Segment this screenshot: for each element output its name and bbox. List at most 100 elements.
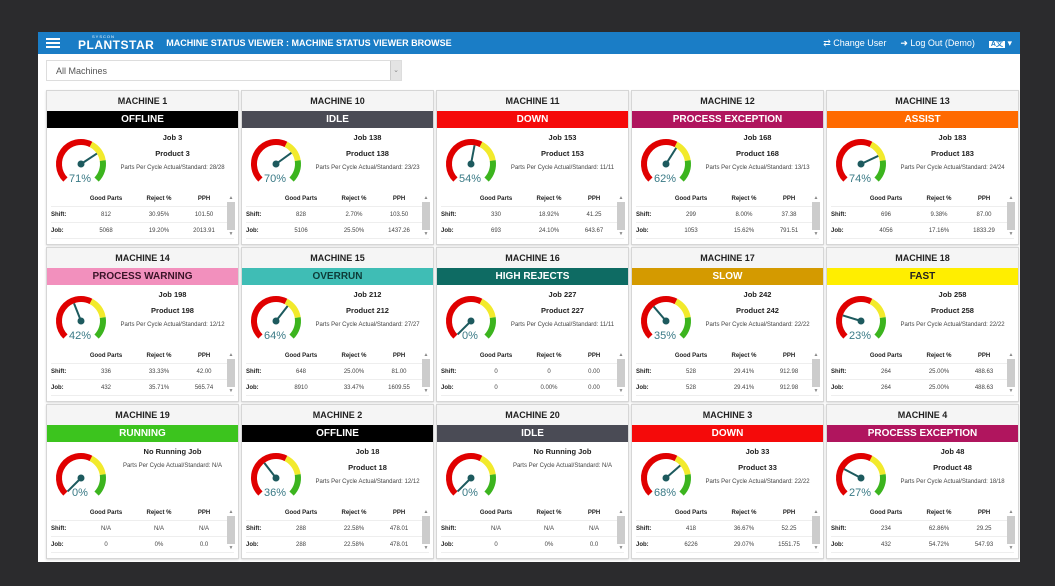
gauge-yellow-zone — [674, 455, 691, 476]
scroll-up-icon[interactable]: ▲ — [618, 509, 624, 515]
efficiency-gauge — [251, 296, 301, 339]
scroll-thumb[interactable] — [227, 359, 235, 387]
scroll-up-icon[interactable]: ▲ — [228, 509, 234, 515]
table-scrollbar[interactable]: ▲ ▼ — [1007, 509, 1015, 555]
job-label: Job 183 — [938, 133, 967, 142]
menu-icon[interactable] — [46, 38, 60, 48]
cell: 0 — [494, 368, 498, 375]
scroll-up-icon[interactable]: ▲ — [1008, 195, 1014, 201]
scroll-thumb[interactable] — [617, 516, 625, 544]
scroll-thumb[interactable] — [812, 516, 820, 544]
table-scrollbar[interactable]: ▲ ▼ — [812, 195, 820, 241]
change-user-button[interactable]: ⇄ Change User — [823, 38, 886, 49]
table-row: Job: 5106 25.50% 1437.26 — [246, 223, 429, 239]
machine-card[interactable]: MACHINE 14 PROCESS WARNING 42% Job 198 P… — [46, 247, 239, 402]
scroll-up-icon[interactable]: ▲ — [228, 352, 234, 358]
table-scrollbar[interactable]: ▲ ▼ — [617, 352, 625, 398]
table-scrollbar[interactable]: ▲ ▼ — [422, 352, 430, 398]
scroll-down-icon[interactable]: ▼ — [1008, 545, 1014, 551]
scroll-down-icon[interactable]: ▼ — [423, 388, 429, 394]
status-banner: DOWN — [437, 111, 628, 128]
scroll-down-icon[interactable]: ▼ — [1008, 388, 1014, 394]
table-scrollbar[interactable]: ▲ ▼ — [812, 352, 820, 398]
table-scrollbar[interactable]: ▲ ▼ — [227, 195, 235, 241]
machine-card[interactable]: MACHINE 17 SLOW 35% Job 242 Product 242 … — [631, 247, 824, 402]
machine-card[interactable]: MACHINE 20 IDLE 0% No Running Job Parts … — [436, 404, 629, 559]
scroll-thumb[interactable] — [617, 359, 625, 387]
scroll-thumb[interactable] — [227, 202, 235, 230]
cell: 478.01 — [389, 525, 409, 532]
scroll-down-icon[interactable]: ▼ — [813, 231, 819, 237]
scroll-up-icon[interactable]: ▲ — [813, 509, 819, 515]
product-label: Product 153 — [541, 149, 584, 158]
table-scrollbar[interactable]: ▲ ▼ — [617, 195, 625, 241]
scroll-thumb[interactable] — [1007, 202, 1015, 230]
scroll-down-icon[interactable]: ▼ — [1008, 231, 1014, 237]
table-scrollbar[interactable]: ▲ ▼ — [1007, 195, 1015, 241]
scroll-down-icon[interactable]: ▼ — [618, 545, 624, 551]
scroll-thumb[interactable] — [617, 202, 625, 230]
machine-card[interactable]: MACHINE 1 OFFLINE 71% Job 3 Product 3 Pa… — [46, 90, 239, 245]
efficiency-gauge — [56, 296, 106, 339]
scroll-down-icon[interactable]: ▼ — [228, 388, 234, 394]
table-scrollbar[interactable]: ▲ ▼ — [617, 509, 625, 555]
job-label: Job 153 — [548, 133, 577, 142]
efficiency-percent: 64% — [263, 330, 287, 342]
change-user-label: Change User — [833, 37, 887, 48]
machine-card[interactable]: MACHINE 15 OVERRUN 64% Job 212 Product 2… — [241, 247, 434, 402]
scroll-thumb[interactable] — [1007, 359, 1015, 387]
scroll-down-icon[interactable]: ▼ — [423, 545, 429, 551]
scroll-down-icon[interactable]: ▼ — [813, 545, 819, 551]
scroll-thumb[interactable] — [422, 516, 430, 544]
table-scrollbar[interactable]: ▲ ▼ — [422, 195, 430, 241]
scroll-down-icon[interactable]: ▼ — [618, 388, 624, 394]
machine-card[interactable]: MACHINE 19 RUNNING 0% No Running Job Par… — [46, 404, 239, 559]
scroll-down-icon[interactable]: ▼ — [228, 545, 234, 551]
table-scrollbar[interactable]: ▲ ▼ — [227, 509, 235, 555]
scroll-thumb[interactable] — [1007, 516, 1015, 544]
machine-card[interactable]: MACHINE 2 OFFLINE 36% Job 18 Product 18 … — [241, 404, 434, 559]
machine-card[interactable]: MACHINE 11 DOWN 54% Job 153 Product 153 … — [436, 90, 629, 245]
chevron-down-icon[interactable]: ⌄ — [390, 61, 401, 80]
scroll-thumb[interactable] — [812, 359, 820, 387]
scroll-up-icon[interactable]: ▲ — [1008, 509, 1014, 515]
table-scrollbar[interactable]: ▲ ▼ — [1007, 352, 1015, 398]
scroll-up-icon[interactable]: ▲ — [618, 195, 624, 201]
status-banner: FAST — [827, 268, 1018, 285]
scroll-up-icon[interactable]: ▲ — [423, 195, 429, 201]
scroll-up-icon[interactable]: ▲ — [423, 352, 429, 358]
machine-card[interactable]: MACHINE 16 HIGH REJECTS 0% Job 227 Produ… — [436, 247, 629, 402]
scroll-up-icon[interactable]: ▲ — [423, 509, 429, 515]
scroll-thumb[interactable] — [812, 202, 820, 230]
row-label-shift: Shift: — [441, 368, 457, 375]
machine-name: MACHINE 18 — [827, 248, 1018, 268]
plantstar-logo[interactable]: SYSCON PLANTSTAR — [78, 35, 154, 52]
table-row: Shift: 234 62.86% 29.25 — [831, 521, 1014, 537]
machine-card[interactable]: MACHINE 12 PROCESS EXCEPTION 62% Job 168… — [631, 90, 824, 245]
machine-card[interactable]: MACHINE 3 DOWN 68% Job 33 Product 33 Par… — [631, 404, 824, 559]
scroll-down-icon[interactable]: ▼ — [228, 231, 234, 237]
table-row: Job: 1053 15.62% 791.51 — [636, 223, 819, 239]
scroll-up-icon[interactable]: ▲ — [618, 352, 624, 358]
table-scrollbar[interactable]: ▲ ▼ — [812, 509, 820, 555]
machine-card[interactable]: MACHINE 10 IDLE 70% Job 138 Product 138 … — [241, 90, 434, 245]
scroll-down-icon[interactable]: ▼ — [618, 231, 624, 237]
product-label: Product 227 — [541, 306, 584, 315]
table-scrollbar[interactable]: ▲ ▼ — [227, 352, 235, 398]
scroll-up-icon[interactable]: ▲ — [1008, 352, 1014, 358]
machine-card[interactable]: MACHINE 13 ASSIST 74% Job 183 Product 18… — [826, 90, 1019, 245]
machine-card[interactable]: MACHINE 18 FAST 23% Job 258 Product 258 … — [826, 247, 1019, 402]
language-menu[interactable]: A文 ▾ — [988, 38, 1012, 49]
scroll-thumb[interactable] — [227, 516, 235, 544]
logout-button[interactable]: ➜ Log Out (Demo) — [900, 38, 975, 49]
scroll-up-icon[interactable]: ▲ — [813, 195, 819, 201]
scroll-up-icon[interactable]: ▲ — [813, 352, 819, 358]
table-scrollbar[interactable]: ▲ ▼ — [422, 509, 430, 555]
machine-filter-select[interactable]: All Machines ⌄ — [46, 60, 402, 81]
scroll-thumb[interactable] — [422, 359, 430, 387]
machine-card[interactable]: MACHINE 4 PROCESS EXCEPTION 27% Job 48 P… — [826, 404, 1019, 559]
scroll-down-icon[interactable]: ▼ — [813, 388, 819, 394]
scroll-thumb[interactable] — [422, 202, 430, 230]
scroll-up-icon[interactable]: ▲ — [228, 195, 234, 201]
scroll-down-icon[interactable]: ▼ — [423, 231, 429, 237]
